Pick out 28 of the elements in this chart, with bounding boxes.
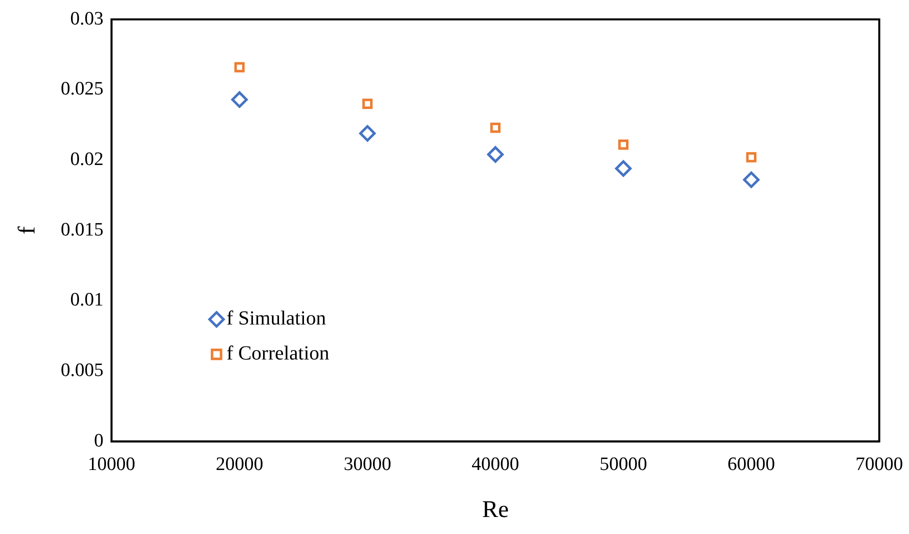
y-tick-label: 0.015 (60, 219, 104, 240)
x-tick-label: 20000 (216, 454, 264, 475)
point (231, 91, 248, 108)
point (359, 125, 376, 142)
point (234, 62, 245, 72)
y-tick-label: 0.01 (70, 290, 104, 311)
legend-label: f Correlation (226, 342, 330, 365)
y-tick-label: 0.02 (70, 149, 104, 170)
x-tick-label: 60000 (728, 454, 776, 475)
point (746, 152, 756, 162)
y-tick-label: 0.03 (70, 8, 104, 30)
x-tick-label: 50000 (600, 454, 648, 475)
point (615, 160, 632, 177)
point (487, 146, 504, 163)
point (490, 122, 501, 133)
x-tick-label: 30000 (344, 454, 392, 475)
x-axis-title: Re (482, 496, 509, 523)
y-axis-title: f (14, 226, 41, 234)
point (362, 98, 373, 109)
x-tick-label: 70000 (856, 454, 903, 475)
point (618, 139, 628, 150)
y-tick-label: 0.025 (60, 78, 104, 100)
legend-label: f Simulation (226, 308, 326, 330)
point (743, 172, 760, 188)
y-tick-label: 0 (94, 430, 104, 452)
y-tick-label: 0.005 (60, 360, 104, 382)
x-tick-label: 40000 (472, 454, 520, 475)
x-tick-label: 10000 (88, 454, 136, 475)
